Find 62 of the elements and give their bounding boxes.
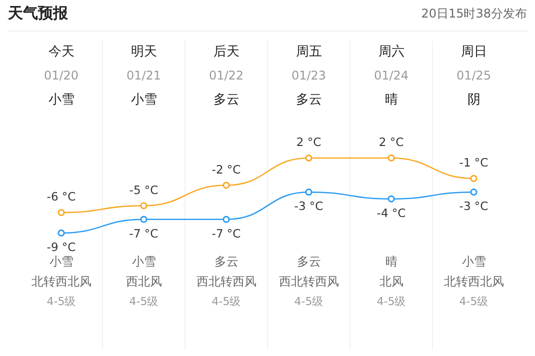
point	[305, 154, 312, 162]
text: 多云	[214, 254, 238, 268]
x-tick-label: 后天	[213, 44, 240, 60]
text: 4-5级	[46, 295, 76, 308]
point	[470, 174, 478, 182]
point	[388, 154, 395, 162]
text: 北转西北风	[31, 274, 92, 288]
text: 01/21	[126, 68, 162, 82]
text: 01/25	[456, 68, 492, 82]
text: 北转西北风	[444, 274, 504, 288]
text: 阴	[467, 92, 480, 108]
text: 小雪	[462, 254, 486, 268]
data-label: -4 °C	[376, 206, 406, 220]
text: 西北风	[126, 274, 162, 288]
text: 小雪	[132, 254, 156, 268]
text: 西北转西风	[278, 274, 339, 288]
point	[388, 195, 395, 202]
x-tick-label: 周日	[460, 44, 487, 60]
data-label: -7 °C	[129, 226, 158, 241]
point	[58, 229, 65, 237]
data-label: -2 °C	[212, 162, 241, 176]
text: 4-5级	[212, 295, 241, 308]
data-label: -9 °C	[46, 240, 76, 254]
data-label: -7 °C	[212, 226, 241, 241]
text: 多云	[213, 92, 240, 108]
data-label: -5 °C	[129, 182, 158, 197]
data-label: 2 °C	[296, 135, 322, 150]
text: 01/24	[374, 68, 409, 82]
point	[470, 188, 478, 196]
text: 多云	[296, 254, 321, 268]
text: 晴	[384, 92, 398, 108]
text: 01/23	[291, 68, 326, 82]
x-tick-label: 周六	[378, 44, 404, 60]
x-tick-label: 今天	[48, 44, 74, 60]
text: 小雪	[130, 92, 157, 108]
text: 4-5级	[294, 295, 324, 308]
point	[222, 182, 230, 189]
point	[222, 216, 230, 223]
point	[140, 216, 148, 223]
text: 01/20	[44, 68, 79, 82]
chart-subtitle: 20日15时38分发布	[421, 6, 527, 20]
text: 小雪	[48, 92, 74, 108]
data-label: -6 °C	[46, 190, 76, 204]
data-label: -3 °C	[294, 199, 324, 214]
text: 4-5级	[376, 295, 406, 308]
text: 北风	[379, 274, 404, 288]
point	[58, 208, 65, 216]
data-label: -1 °C	[459, 156, 488, 170]
text: 西北转西风	[196, 274, 256, 288]
text: 晴	[385, 254, 398, 268]
x-tick-label: 周五	[296, 44, 322, 60]
point	[140, 202, 148, 210]
text: 小雪	[49, 254, 74, 268]
data-label: 2 °C	[378, 135, 404, 150]
text: 4-5级	[129, 295, 158, 308]
text: 4-5级	[459, 295, 488, 308]
chart-title: 天气预报	[7, 4, 69, 22]
point	[305, 188, 312, 196]
text: 多云	[296, 92, 322, 108]
data-label: -3 °C	[459, 199, 488, 214]
x-tick-label: 明天	[130, 44, 157, 60]
text: 01/22	[208, 68, 244, 82]
